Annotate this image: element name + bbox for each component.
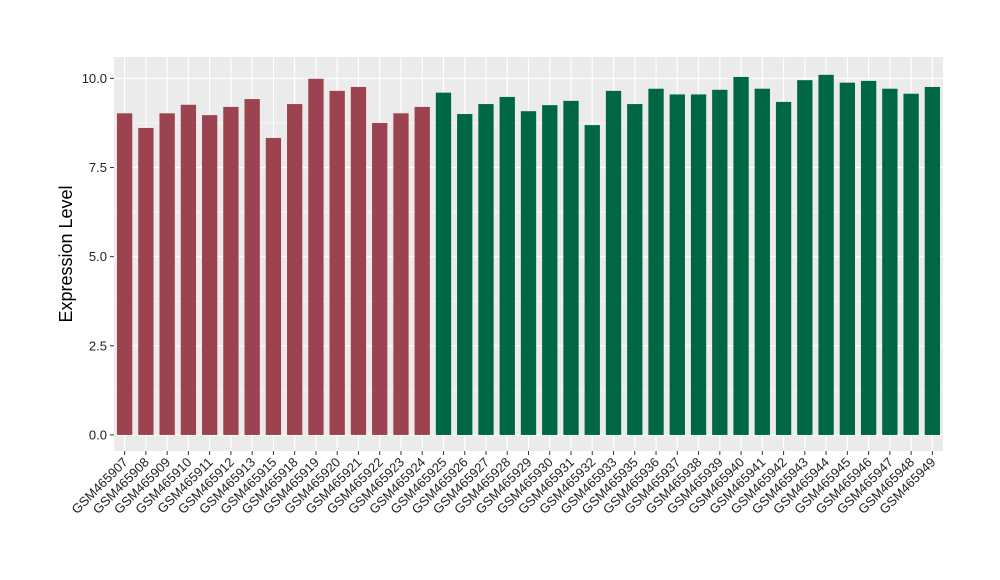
bar-GSM465935 [627, 104, 643, 435]
bar-GSM465945 [839, 82, 855, 435]
bar-GSM465930 [542, 105, 558, 435]
bar-GSM465939 [712, 89, 728, 435]
y-tick-label: 7.5 [89, 160, 107, 175]
bar-GSM465926 [457, 114, 473, 435]
bar-GSM465915 [265, 137, 282, 435]
bar-GSM465918 [287, 104, 303, 435]
bar-GSM465943 [797, 80, 813, 435]
bar-GSM465909 [159, 113, 175, 435]
bar-GSM465924 [414, 106, 430, 435]
bar-GSM465928 [499, 96, 515, 435]
bar-GSM465949 [924, 86, 941, 435]
bar-GSM465920 [329, 90, 345, 435]
bar-GSM465927 [478, 104, 494, 435]
y-axis-title: Expression Level [56, 185, 76, 322]
bar-GSM465942 [775, 101, 792, 435]
bar-GSM465912 [223, 106, 239, 435]
bar-GSM465938 [690, 94, 707, 435]
y-tick-label: 10.0 [82, 71, 107, 86]
bar-GSM465940 [733, 76, 749, 435]
bar-GSM465941 [754, 88, 770, 435]
bar-GSM465921 [350, 86, 367, 435]
bar-GSM465923 [393, 113, 409, 435]
y-tick-label: 0.0 [89, 427, 107, 442]
bar-GSM465931 [563, 100, 579, 435]
bar-GSM465947 [882, 88, 898, 435]
bar-GSM465944 [818, 74, 834, 435]
bar-GSM465932 [584, 125, 600, 435]
bar-GSM465919 [308, 78, 324, 435]
x-axis: GSM465907GSM465908GSM465909GSM465910GSM4… [69, 451, 938, 517]
y-axis: 0.0 2.5 5.0 7.5 10.0 [82, 71, 114, 442]
bars [116, 74, 941, 435]
bar-GSM465907 [116, 113, 133, 435]
bar-GSM465908 [138, 127, 154, 435]
bar-GSM465936 [648, 88, 664, 435]
bar-GSM465911 [202, 115, 218, 435]
bar-GSM465948 [903, 93, 919, 435]
bar-GSM465937 [669, 94, 685, 435]
bar-GSM465913 [244, 99, 260, 435]
bar-GSM465933 [605, 90, 622, 435]
bar-GSM465929 [520, 111, 537, 435]
bar-GSM465910 [180, 104, 197, 435]
bar-GSM465946 [860, 80, 877, 435]
bar-GSM465925 [435, 92, 452, 435]
y-tick-label: 2.5 [89, 338, 107, 353]
bar-GSM465922 [372, 122, 388, 435]
y-tick-label: 5.0 [89, 249, 107, 264]
